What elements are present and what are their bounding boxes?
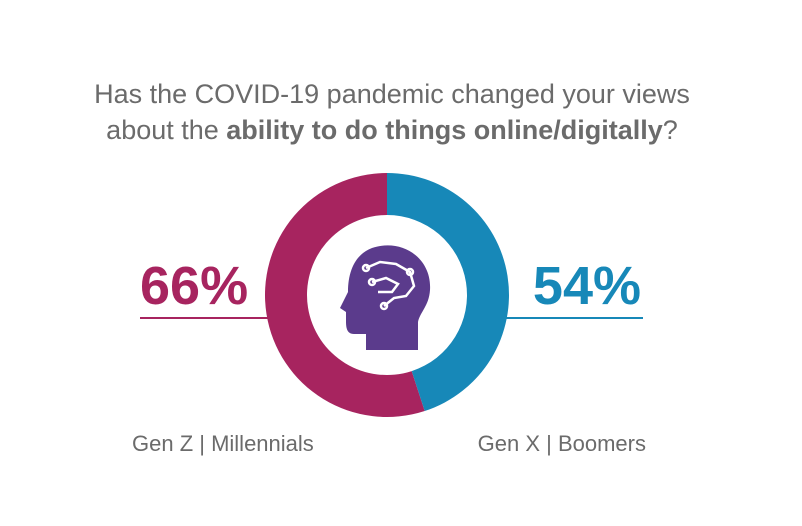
category-label: Gen X | Boomers — [478, 431, 646, 456]
donut-segment — [264, 172, 425, 418]
value-label: 66% — [140, 256, 248, 316]
title-part: about the — [106, 115, 226, 145]
chart-title: about the ability to do things online/di… — [106, 115, 678, 145]
title-part: ? — [663, 115, 678, 145]
chart-title: Has the COVID-19 pandemic changed your v… — [94, 79, 690, 109]
title-bold: ability to do things online/digitally — [226, 115, 663, 145]
value-label: 54% — [533, 256, 641, 316]
brain-icon — [340, 245, 431, 350]
category-label: Gen Z | Millennials — [132, 431, 314, 456]
donut — [264, 172, 509, 418]
donut-segment — [387, 173, 509, 412]
